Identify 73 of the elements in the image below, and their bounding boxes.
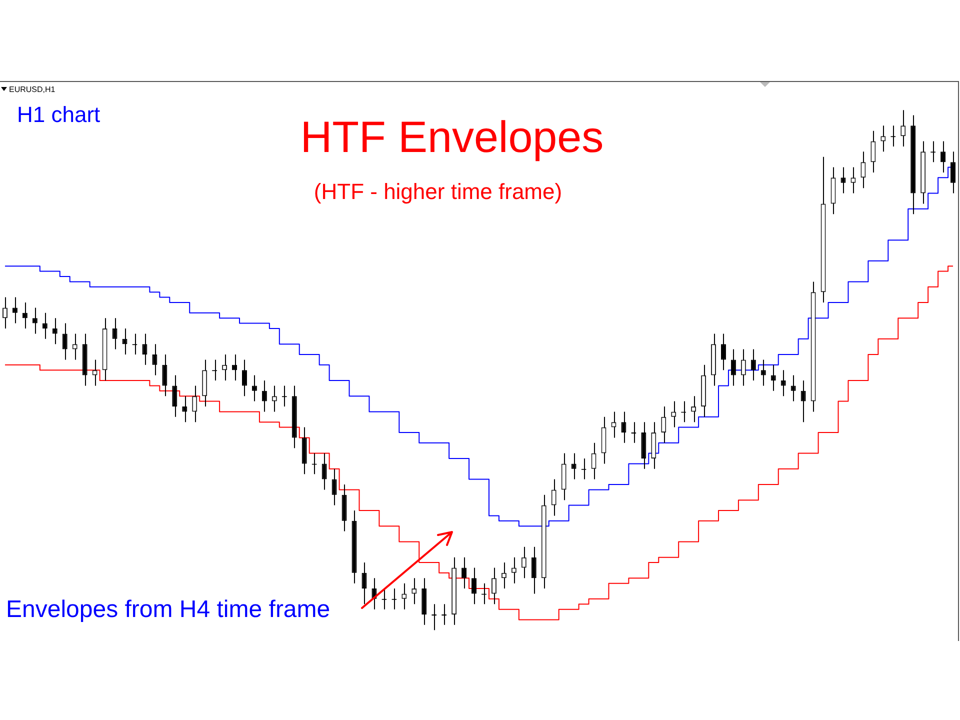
candlestick [850, 166, 856, 194]
candlestick [262, 380, 267, 412]
candlestick [112, 318, 118, 350]
candlestick [12, 296, 18, 324]
candlestick [770, 364, 776, 392]
candlestick [521, 546, 526, 579]
candlestick [790, 374, 796, 402]
text: EURUSD,H1 [9, 85, 56, 94]
candlestick [501, 562, 506, 590]
candlestick [641, 422, 646, 470]
candlestick [740, 348, 746, 386]
candlestick [631, 422, 636, 444]
candlestick [342, 484, 347, 532]
candlestick [72, 333, 78, 360]
candlestick [272, 385, 277, 412]
candlestick [432, 604, 437, 631]
candlestick [730, 348, 736, 386]
candlestick [860, 151, 866, 189]
candlestick [511, 556, 516, 584]
candlestick [671, 400, 676, 428]
candlestick [172, 374, 178, 418]
candlestick [491, 567, 496, 605]
candlestick [462, 556, 467, 590]
candlestick [870, 130, 876, 173]
candlestick [62, 322, 68, 360]
candlestick [551, 478, 556, 516]
candlestick [840, 166, 846, 194]
candlestick [122, 328, 128, 355]
candlestick [402, 582, 407, 610]
candlestick [22, 302, 28, 329]
candlestick [940, 140, 946, 173]
candlestick [322, 452, 327, 490]
candlestick [950, 151, 956, 194]
candlestick [332, 468, 337, 506]
candlestick [760, 359, 766, 386]
candlestick [52, 318, 58, 345]
candlestick [591, 442, 596, 480]
candlestick [152, 344, 158, 376]
candlestick [142, 333, 148, 366]
candlestick [651, 422, 656, 470]
candlestick [32, 307, 38, 334]
candlestick [531, 546, 536, 594]
candlestick [750, 348, 756, 381]
candlestick [222, 354, 228, 381]
candlestick [601, 416, 606, 464]
candlestick [362, 562, 367, 605]
candlestick [162, 354, 168, 397]
candlestick [720, 333, 726, 371]
candlestick [880, 125, 886, 152]
candlestick [412, 578, 417, 605]
candlestick [182, 396, 188, 423]
candlestick [2, 296, 8, 329]
candlestick [192, 385, 198, 423]
candlestick [691, 396, 696, 423]
candlestick [232, 354, 238, 381]
candlestick [900, 110, 906, 147]
candlestick [92, 359, 98, 386]
candlestick [571, 452, 576, 480]
candlestick [42, 312, 48, 340]
candlestick [780, 370, 786, 397]
chart-title: HTF Envelopes [300, 113, 604, 162]
candlestick [800, 380, 806, 423]
candlestick [252, 374, 257, 402]
text: (HTF - higher time frame) [314, 179, 562, 204]
candlestick [242, 359, 247, 397]
candlestick [621, 411, 626, 444]
candlestick [472, 567, 477, 605]
candlestick [611, 411, 616, 438]
candlestick [561, 452, 566, 501]
candlestick [661, 406, 666, 444]
candlestick [442, 604, 447, 626]
annotation: H1 chart [17, 102, 100, 127]
annotation: Envelopes from H4 time frame [6, 596, 330, 623]
